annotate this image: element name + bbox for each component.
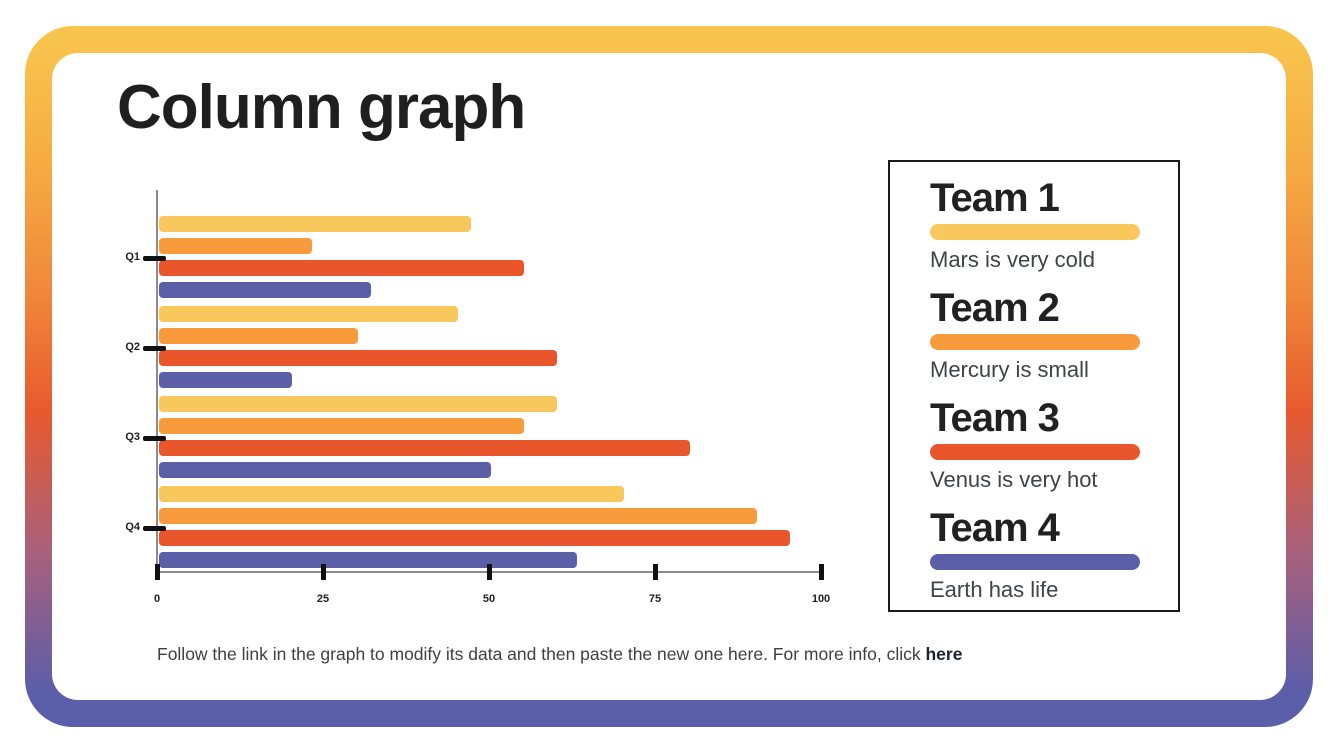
team1-color-swatch xyxy=(930,224,1140,240)
footer-note-text: Follow the link in the graph to modify i… xyxy=(157,644,926,664)
bar-team2-q4 xyxy=(159,508,757,524)
legend-item-team1: Team 1 Mars is very cold xyxy=(930,176,1178,286)
x-axis-tick-mark xyxy=(819,564,824,580)
legend-description: Mars is very cold xyxy=(930,247,1096,272)
team2-color-swatch xyxy=(930,334,1140,350)
footer-here-link[interactable]: here xyxy=(925,644,963,664)
bar-team4-q2 xyxy=(159,372,292,388)
x-axis-tick-label: 25 xyxy=(316,593,330,605)
category-label-q2: Q2 xyxy=(125,341,140,353)
x-axis-tick-label: 50 xyxy=(482,593,496,605)
bar-team1-q3 xyxy=(159,396,558,412)
x-axis-tick-label: 75 xyxy=(648,593,662,605)
legend-description: Mercury is small xyxy=(930,357,1089,382)
legend-item-team3: Team 3 Venus is very hot xyxy=(930,396,1178,506)
bar-team3-q3 xyxy=(159,440,691,456)
legend-title: Team 2 xyxy=(930,286,1060,330)
bar-group-q3: Q3 xyxy=(125,396,821,480)
category-tick xyxy=(143,526,166,531)
legend-description: Venus is very hot xyxy=(930,467,1098,492)
bar-team3-q1 xyxy=(159,260,525,276)
legend-item-team2: Team 2 Mercury is small xyxy=(930,286,1178,396)
bar-team2-q2 xyxy=(159,328,359,344)
x-axis-tick-label: 0 xyxy=(153,593,161,605)
bar-group-q1: Q1 xyxy=(125,216,821,300)
bar-team1-q4 xyxy=(159,486,624,502)
x-axis-tick-mark xyxy=(321,564,326,580)
y-axis-line xyxy=(156,190,158,573)
bar-team4-q4 xyxy=(159,552,578,568)
footer-note: Follow the link in the graph to modify i… xyxy=(157,644,962,665)
category-tick xyxy=(143,346,166,351)
category-label-q3: Q3 xyxy=(125,431,140,443)
x-axis-tick-mark xyxy=(487,564,492,580)
legend-box: Team 1 Mars is very cold Team 2 Mercury … xyxy=(888,160,1180,612)
chart-plot-area: Q1 Q2 Q3 Q4 xyxy=(125,190,821,573)
x-axis-tick-label: 100 xyxy=(811,593,831,605)
bar-group-q4: Q4 xyxy=(125,486,821,570)
page-title: Column graph xyxy=(117,73,526,142)
legend-description: Earth has life xyxy=(930,577,1059,602)
category-tick xyxy=(143,436,166,441)
bar-team2-q1 xyxy=(159,238,312,254)
category-tick xyxy=(143,256,166,261)
bar-team4-q3 xyxy=(159,462,491,478)
legend-title: Team 4 xyxy=(930,506,1060,550)
legend-title: Team 3 xyxy=(930,396,1060,440)
bar-group-q2: Q2 xyxy=(125,306,821,390)
x-axis-tick-mark xyxy=(653,564,658,580)
bar-chart: Q1 Q2 Q3 Q4 0 25 50 75 100 xyxy=(125,190,830,605)
category-label-q1: Q1 xyxy=(125,251,140,263)
bar-team2-q3 xyxy=(159,418,525,434)
legend-item-team4: Team 4 Earth has life xyxy=(930,506,1178,616)
bar-team3-q2 xyxy=(159,350,558,366)
x-axis-tick-mark xyxy=(155,564,160,580)
legend-title: Team 1 xyxy=(930,176,1060,220)
team4-color-swatch xyxy=(930,554,1140,570)
bar-team3-q4 xyxy=(159,530,790,546)
bar-team4-q1 xyxy=(159,282,372,298)
bar-team1-q2 xyxy=(159,306,458,322)
category-label-q4: Q4 xyxy=(125,521,140,533)
team3-color-swatch xyxy=(930,444,1140,460)
bar-team1-q1 xyxy=(159,216,472,232)
